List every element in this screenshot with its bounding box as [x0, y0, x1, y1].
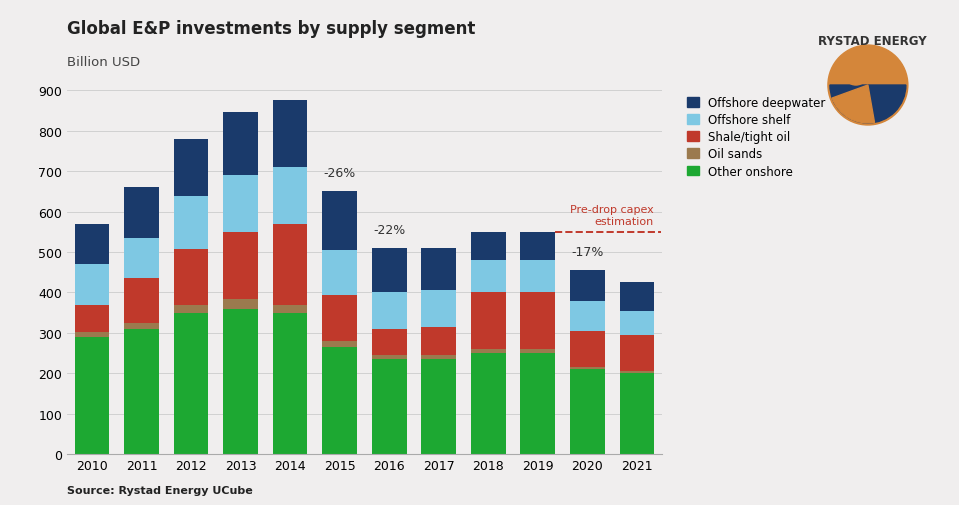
Bar [570, 368, 605, 370]
Bar [372, 248, 407, 293]
Bar [372, 329, 407, 356]
Bar [223, 176, 258, 232]
Bar [421, 356, 456, 360]
Bar [421, 360, 456, 454]
Text: -26%: -26% [323, 167, 356, 180]
Bar [471, 293, 505, 349]
Bar [75, 332, 109, 337]
Bar [124, 323, 159, 329]
Bar [322, 347, 357, 455]
Bar [521, 232, 555, 261]
Bar [174, 139, 208, 197]
Bar [75, 224, 109, 265]
Bar [471, 261, 505, 293]
Bar [521, 261, 555, 293]
Bar [620, 335, 654, 372]
Bar [272, 224, 308, 305]
Bar [322, 295, 357, 341]
Circle shape [828, 46, 908, 126]
Bar [322, 192, 357, 250]
Bar [471, 354, 505, 454]
Bar [75, 337, 109, 454]
Bar [174, 197, 208, 249]
Bar [75, 305, 109, 332]
Text: -17%: -17% [572, 245, 603, 259]
Bar [372, 360, 407, 454]
Wedge shape [832, 86, 875, 124]
Bar [223, 232, 258, 299]
Bar [620, 283, 654, 311]
Bar [421, 291, 456, 327]
Bar [620, 374, 654, 454]
Text: Source: Rystad Energy UCube: Source: Rystad Energy UCube [67, 485, 253, 495]
Bar [570, 301, 605, 331]
Wedge shape [830, 86, 906, 124]
Text: Pre-drop capex
estimation: Pre-drop capex estimation [570, 205, 653, 226]
Bar [471, 232, 505, 261]
Bar [620, 311, 654, 335]
Bar [223, 309, 258, 454]
Bar [372, 293, 407, 329]
Bar [124, 188, 159, 238]
Bar [223, 113, 258, 176]
Bar [223, 299, 258, 309]
Bar [570, 271, 605, 301]
Bar [322, 250, 357, 295]
Bar [272, 313, 308, 454]
Bar [272, 101, 308, 168]
Bar [570, 370, 605, 454]
Circle shape [844, 62, 868, 86]
Bar [174, 313, 208, 454]
Bar [322, 341, 357, 347]
Text: RYSTAD ENERGY: RYSTAD ENERGY [818, 35, 927, 48]
Bar [521, 354, 555, 454]
Bar [570, 331, 605, 368]
Bar [124, 279, 159, 323]
Bar [421, 248, 456, 291]
Bar [272, 168, 308, 224]
Bar [372, 356, 407, 360]
Bar [471, 349, 505, 354]
Bar [620, 372, 654, 374]
Bar [272, 305, 308, 313]
Bar [75, 265, 109, 305]
Bar [174, 249, 208, 306]
Bar [521, 293, 555, 349]
Text: Billion USD: Billion USD [67, 56, 140, 69]
Bar [521, 349, 555, 354]
Text: -22%: -22% [373, 223, 406, 236]
Bar [124, 238, 159, 279]
Bar [124, 329, 159, 454]
Bar [174, 306, 208, 313]
Legend: Offshore deepwater, Offshore shelf, Shale/tight oil, Oil sands, Other onshore: Offshore deepwater, Offshore shelf, Shal… [687, 97, 826, 178]
Text: Global E&P investments by supply segment: Global E&P investments by supply segment [67, 20, 476, 38]
Bar [421, 327, 456, 356]
